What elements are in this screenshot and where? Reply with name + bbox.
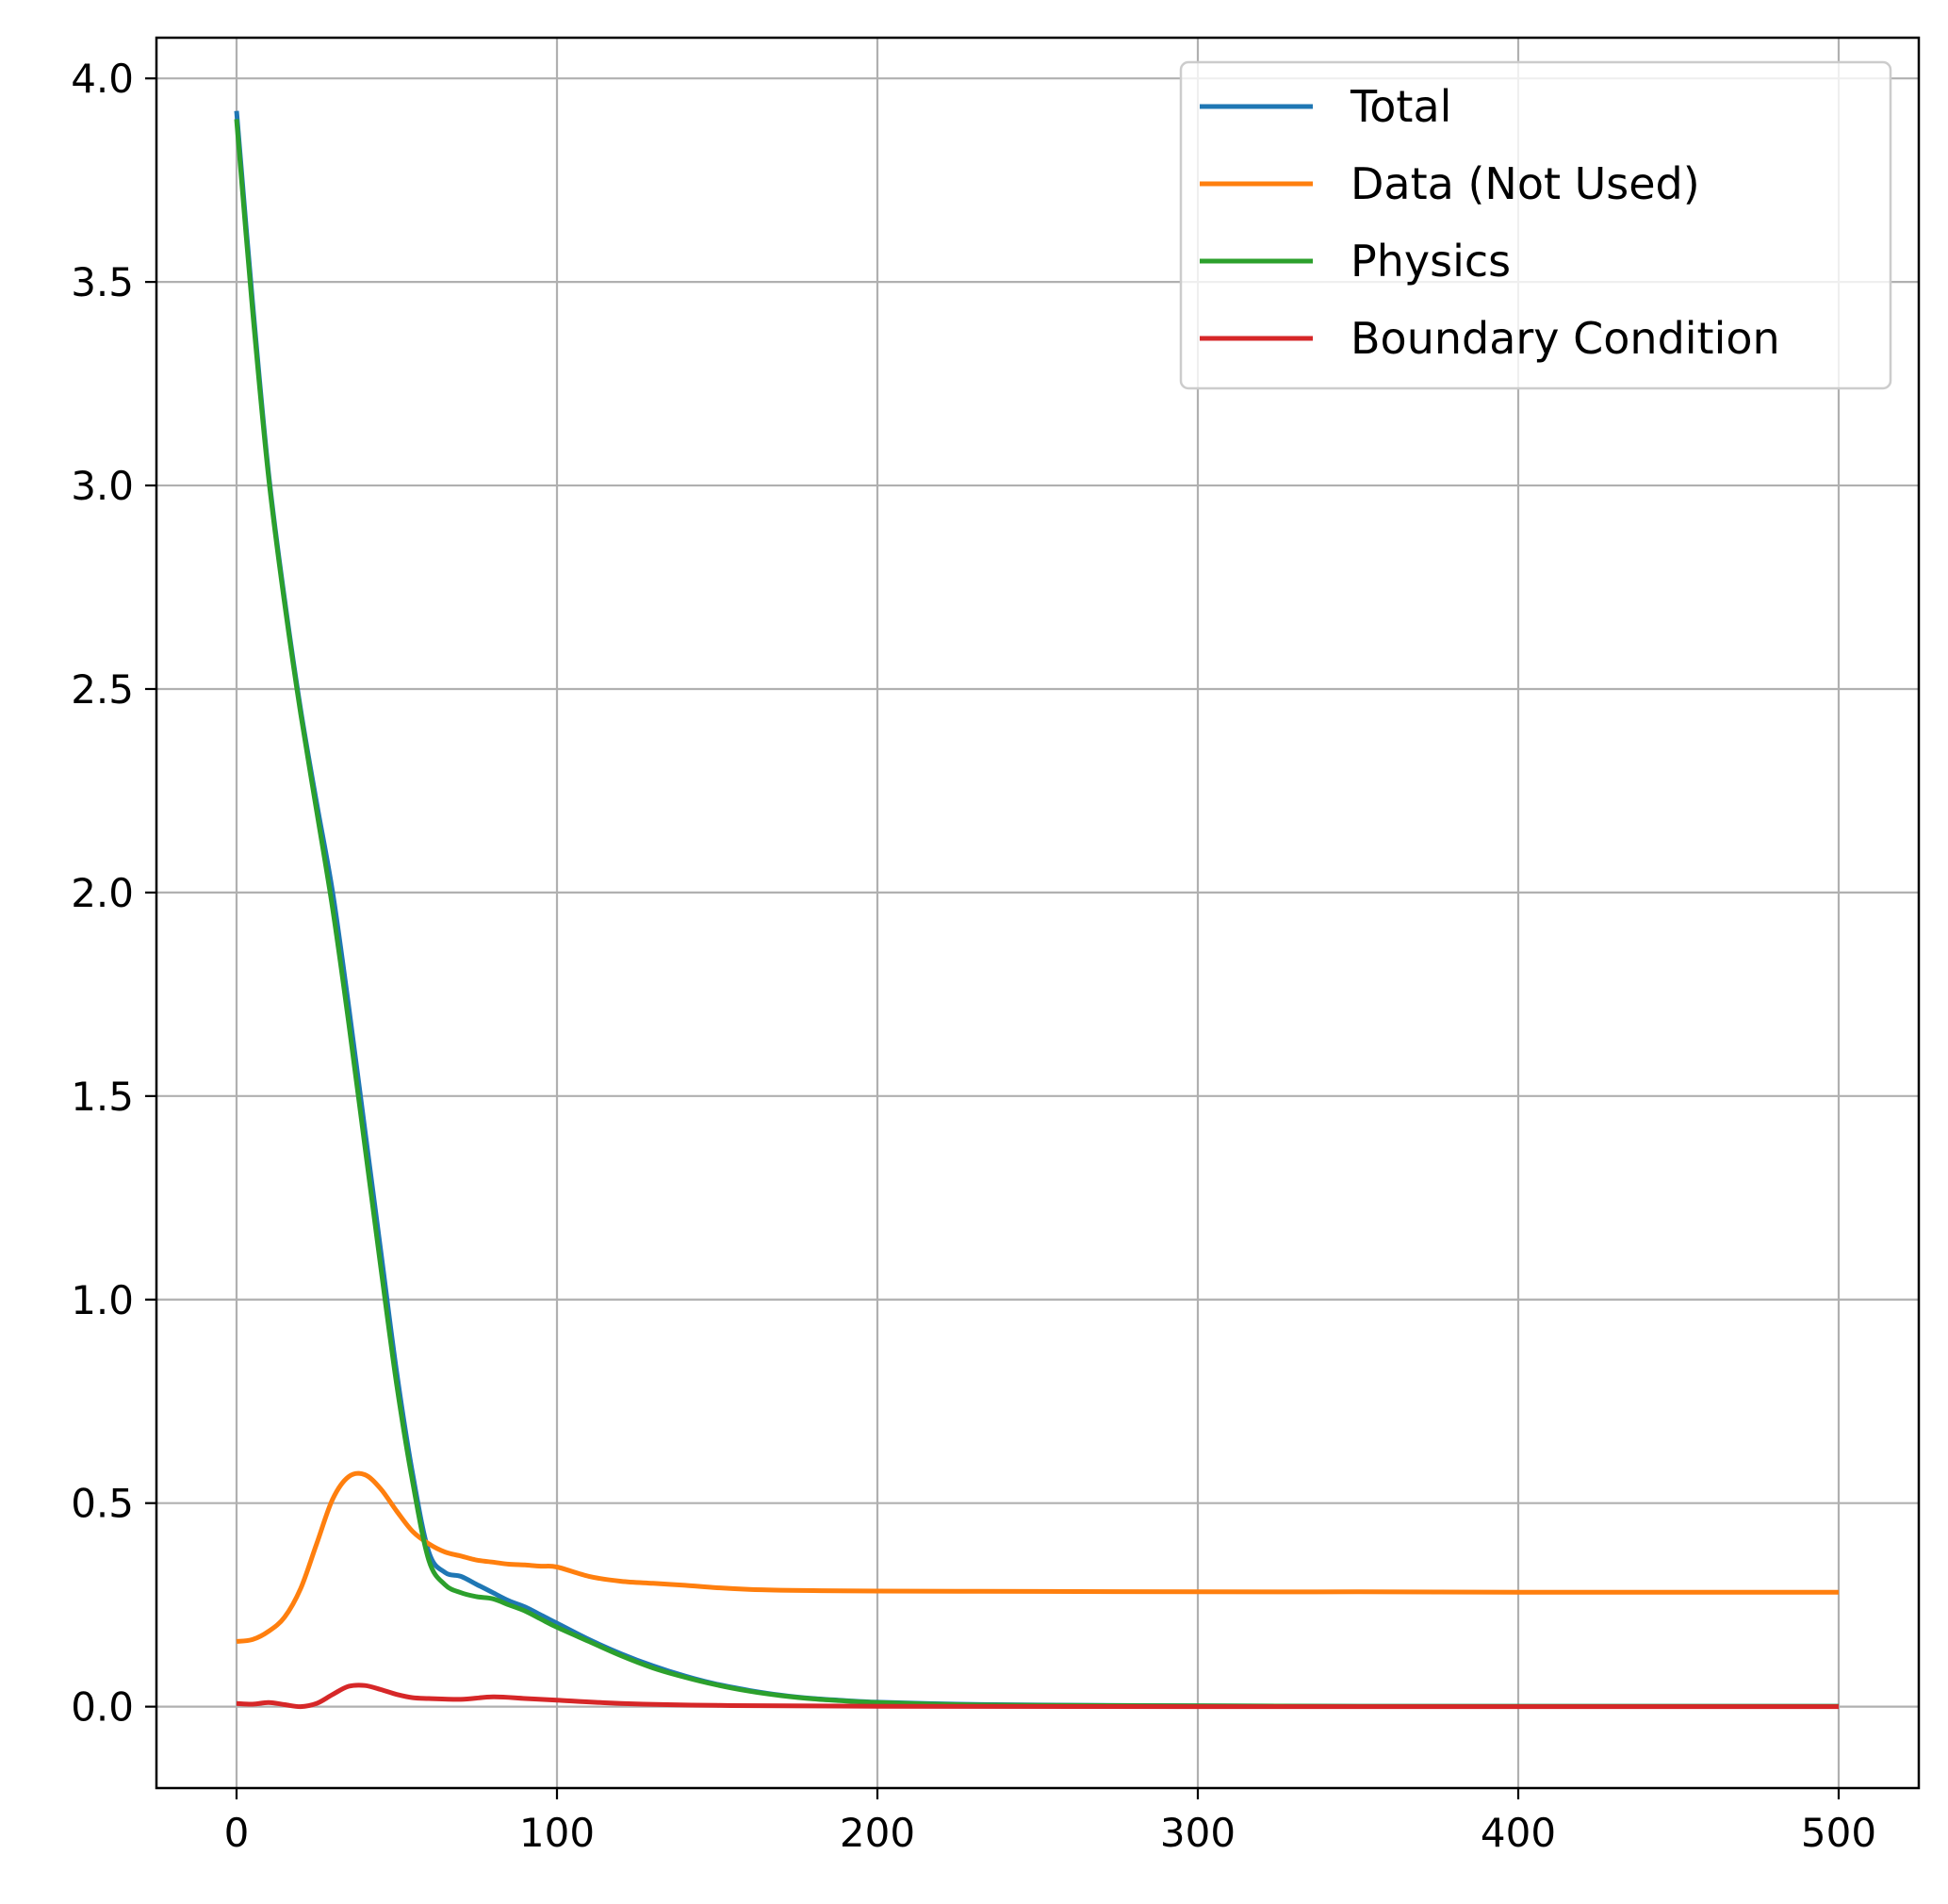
y-tick-label: 0.5 xyxy=(71,1481,134,1527)
x-tick-label: 300 xyxy=(1160,1810,1236,1856)
x-tick-label: 100 xyxy=(519,1810,595,1856)
legend-label-total: Total xyxy=(1350,81,1451,132)
axis-ticks: 0 100 200 300 400 500 0.0 0.5 1.0 1.5 2.0 2.5 3.0 3.5… xyxy=(71,56,1876,1856)
y-tick-label: 2.0 xyxy=(71,870,134,916)
y-tick-label: 4.0 xyxy=(71,56,134,102)
x-tick-label: 0 xyxy=(224,1810,250,1856)
y-tick-label: 3.0 xyxy=(71,463,134,509)
legend-label-physics: Physics xyxy=(1351,236,1511,287)
series-line-boundary-condition xyxy=(236,1682,1839,1710)
x-tick-label: 400 xyxy=(1481,1810,1556,1856)
legend: Total Data (Not Used) Physics Boundary Cond… xyxy=(1179,60,1892,390)
legend-label-boundary-condition: Boundary Condition xyxy=(1351,313,1780,364)
y-tick-label: 2.5 xyxy=(71,666,134,713)
legend-label-data-not-used: Data (Not Used) xyxy=(1351,158,1700,209)
grid-lines xyxy=(156,38,1919,1788)
x-tick-label: 200 xyxy=(840,1810,915,1856)
y-tick-label: 3.5 xyxy=(71,259,134,305)
legend-box xyxy=(1179,60,1892,390)
y-tick-label: 1.0 xyxy=(71,1277,134,1323)
x-tick-label: 500 xyxy=(1801,1810,1876,1856)
plot-frame xyxy=(155,36,1921,1790)
series-line-data-not-used xyxy=(236,1470,1839,1644)
plot-series xyxy=(234,110,1839,1710)
y-tick-label: 0.0 xyxy=(71,1684,134,1731)
y-tick-label: 1.5 xyxy=(71,1074,134,1120)
